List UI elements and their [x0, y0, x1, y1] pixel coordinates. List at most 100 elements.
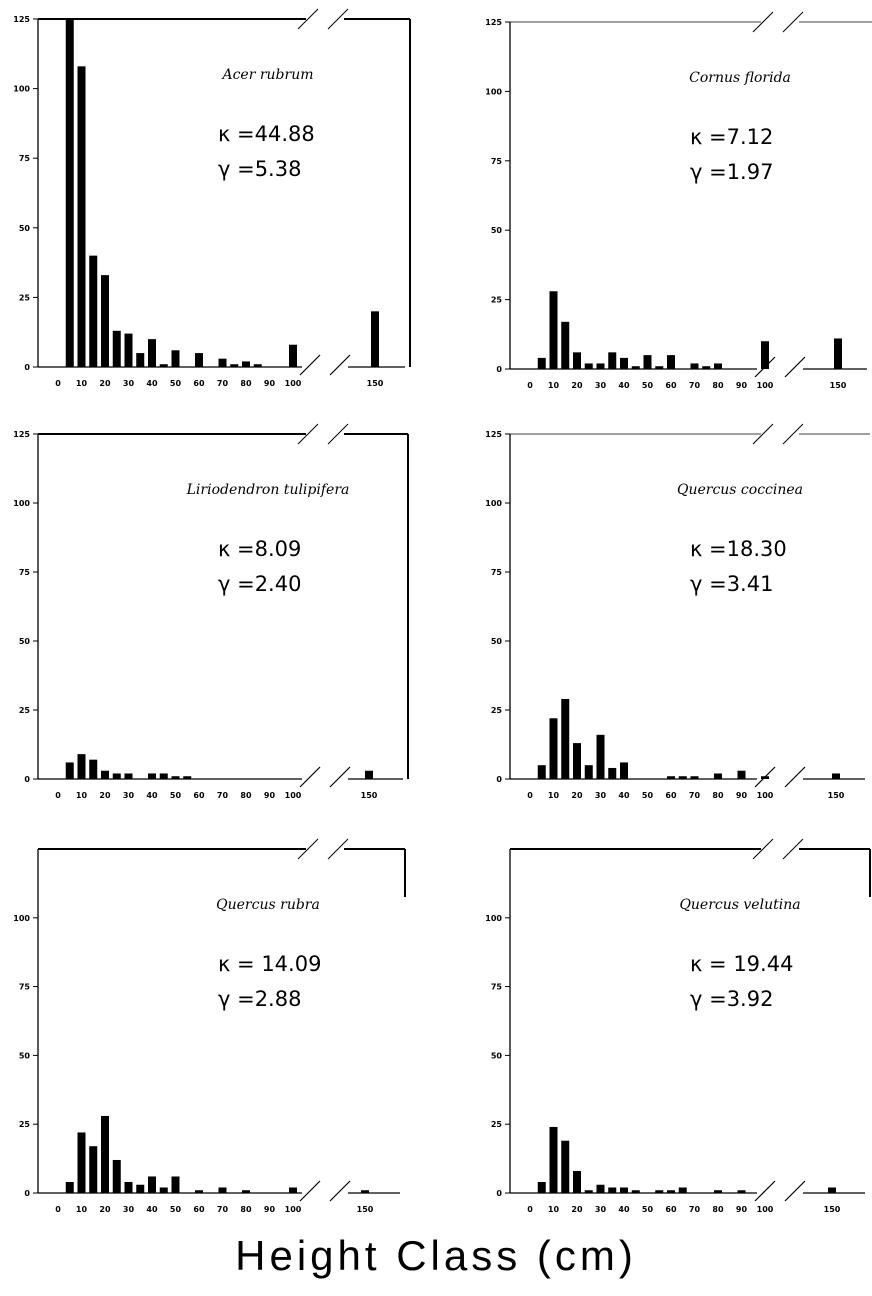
histogram-bar — [101, 1115, 109, 1193]
histogram-bar — [136, 353, 145, 367]
histogram-bar — [631, 366, 640, 369]
x-tick-label: 30 — [123, 1205, 135, 1214]
histogram-bar — [112, 773, 121, 779]
histogram-bar — [101, 275, 109, 367]
histogram-bar — [596, 1184, 605, 1193]
axis-break-mark — [299, 1180, 321, 1202]
kappa-value: κ =7.12 — [690, 125, 773, 149]
chart-panel: 0 25 50 75 100 125 0 10 20 30 40 50 60 70 80 90 100 150 Ac… — [13, 8, 411, 388]
histogram-bar — [183, 776, 192, 779]
y-tick-label: 125 — [13, 430, 30, 439]
axis-break-mark — [754, 1180, 776, 1202]
axis-break-mark — [752, 838, 774, 860]
x-tick-label: 60 — [665, 381, 677, 390]
histogram-bar — [124, 1181, 133, 1193]
x-tick-label: 70 — [217, 1205, 229, 1214]
histogram-bar — [218, 358, 227, 367]
y-tick-label: 50 — [491, 637, 503, 646]
x-tick-label: 0 — [55, 791, 61, 800]
x-tick-label: 70 — [217, 791, 229, 800]
x-tick-label: 50 — [642, 791, 654, 800]
axis-break-mark — [329, 766, 351, 788]
axis-break-mark — [327, 8, 349, 30]
y-tick-label: 50 — [491, 226, 503, 235]
species-name: Acer rubrum — [220, 67, 313, 83]
histogram-bar — [573, 743, 581, 779]
species-name: Liriodendron tulipifera — [186, 482, 350, 498]
x-axis-title: Height Class (cm) — [235, 1232, 637, 1279]
y-tick-label: 100 — [13, 85, 30, 94]
x-tick-label: 40 — [618, 381, 630, 390]
x-tick-label: 150 — [830, 381, 847, 390]
x-tick-label: 10 — [548, 1205, 560, 1214]
histogram-bar — [596, 734, 605, 779]
x-tick-label: 150 — [828, 791, 845, 800]
axis-break-mark — [297, 423, 319, 445]
y-tick-label: 75 — [491, 157, 503, 166]
x-tick-label: 30 — [595, 381, 607, 390]
chart-panel: 0 25 50 75 100 0 10 20 30 40 50 60 70 80 90 100 150 Querc… — [13, 838, 406, 1214]
histogram-bar — [549, 1126, 558, 1193]
y-tick-label: 100 — [13, 499, 30, 508]
histogram-bar — [65, 19, 74, 367]
x-tick-label: 40 — [618, 1205, 630, 1214]
x-tick-label: 0 — [55, 379, 61, 388]
histogram-bar — [584, 363, 593, 369]
histogram-bar — [714, 773, 722, 779]
y-tick-label: 0 — [24, 775, 30, 784]
x-tick-label: 30 — [123, 791, 135, 800]
histogram-bar — [112, 1159, 121, 1193]
histogram-bar — [136, 1184, 145, 1193]
histogram-bar — [289, 344, 297, 367]
y-tick-label: 75 — [491, 983, 503, 992]
histogram-bar — [584, 1190, 593, 1193]
histogram-bar — [608, 1187, 617, 1193]
histogram-bar — [171, 350, 180, 367]
x-tick-label: 20 — [99, 791, 111, 800]
histogram-bar — [737, 1190, 746, 1193]
histogram-bar — [361, 1190, 369, 1193]
histogram-bar — [761, 776, 769, 779]
y-tick-label: 0 — [496, 775, 502, 784]
histogram-bar — [77, 754, 86, 779]
histogram-bar — [828, 1187, 836, 1193]
histogram-bar — [690, 776, 699, 779]
histogram-bar — [242, 1190, 250, 1193]
x-tick-label: 80 — [712, 791, 724, 800]
x-tick-label: 30 — [123, 379, 135, 388]
x-tick-label: 20 — [99, 379, 111, 388]
species-name: Quercus rubra — [216, 897, 320, 913]
x-tick-label: 60 — [193, 1205, 205, 1214]
axis-break-mark — [782, 423, 804, 445]
y-tick-label: 100 — [13, 914, 30, 923]
histogram-bar — [690, 363, 699, 369]
histogram-bar — [834, 338, 842, 369]
x-tick-label: 60 — [665, 791, 677, 800]
histogram-bar — [631, 1190, 640, 1193]
x-tick-label: 150 — [361, 791, 378, 800]
histogram-bar — [148, 773, 156, 779]
histogram-bar — [678, 1187, 687, 1193]
y-tick-label: 25 — [19, 706, 31, 715]
x-tick-label: 40 — [146, 1205, 158, 1214]
histogram-bar — [761, 341, 769, 369]
histogram-bar — [608, 767, 617, 779]
histogram-bar — [584, 765, 593, 779]
histogram-bar — [159, 364, 168, 367]
x-tick-label: 60 — [665, 1205, 677, 1214]
axis-break-mark — [299, 354, 321, 376]
histogram-bar — [159, 1187, 168, 1193]
histogram-bar — [596, 363, 605, 369]
x-tick-label: 50 — [170, 379, 182, 388]
kappa-value: κ =8.09 — [218, 537, 301, 561]
x-tick-label: 10 — [76, 791, 88, 800]
histogram-bar — [253, 364, 262, 367]
histogram-bar — [124, 333, 133, 367]
histogram-bar — [89, 759, 98, 779]
axis-break-mark — [327, 423, 349, 445]
axis-break-mark — [329, 354, 351, 376]
x-tick-label: 90 — [264, 1205, 276, 1214]
y-tick-label: 100 — [485, 499, 502, 508]
histogram-bar — [678, 776, 687, 779]
kappa-value: κ =18.30 — [690, 537, 787, 561]
